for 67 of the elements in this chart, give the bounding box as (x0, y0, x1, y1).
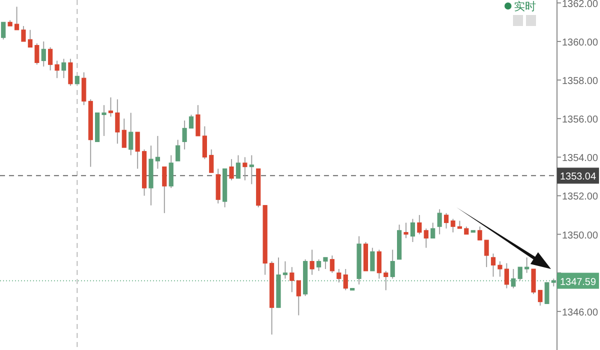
ref-line-label: 1347.59 (560, 276, 596, 288)
candlestick (108, 96, 114, 118)
y-tick-label: 1354.00 (562, 153, 598, 164)
candlestick (524, 256, 530, 274)
candlestick (343, 268, 348, 291)
candlestick (115, 98, 120, 144)
candlestick (404, 222, 408, 239)
candlestick (444, 212, 449, 230)
candlestick (202, 126, 207, 160)
candlestick (128, 112, 134, 156)
y-tick-label: 1346.00 (562, 307, 598, 318)
candlestick (430, 222, 436, 239)
candlestick (484, 240, 489, 268)
candlestick (54, 60, 60, 79)
candlestick (504, 262, 509, 289)
candlestick (229, 158, 234, 181)
candlestick (376, 249, 382, 280)
candlestick (162, 166, 167, 214)
y-tick-label: 1358.00 (562, 76, 598, 88)
candlestick (296, 280, 301, 316)
candlestick (21, 26, 26, 42)
candlestick (384, 270, 388, 291)
candlestick (538, 290, 543, 306)
candlestick (310, 249, 314, 276)
candlestick (209, 148, 214, 174)
candlestick (410, 218, 416, 243)
candlestick (135, 132, 140, 170)
candlestick (68, 58, 73, 86)
candlestick (34, 42, 40, 66)
candlestick (155, 135, 160, 170)
candlestick (290, 266, 294, 293)
ref-line-label: 1353.04 (560, 172, 596, 183)
candlestick (330, 255, 334, 274)
annotation: 实时 (514, 0, 536, 13)
candlestick (478, 226, 482, 241)
candlestick (168, 154, 174, 189)
candlestick (390, 249, 395, 280)
y-tick-label: 1360.00 (562, 37, 598, 48)
candlestick (102, 104, 106, 136)
candlestick (14, 6, 20, 30)
candlestick (450, 218, 456, 233)
candlestick (336, 268, 342, 284)
candlestick (424, 228, 428, 248)
candlestick (370, 247, 375, 272)
candlestick (282, 260, 288, 280)
candlestick (196, 104, 200, 136)
candlestick (417, 214, 422, 235)
candlestick (323, 256, 328, 270)
candlestick (316, 258, 322, 272)
candlestick (41, 40, 46, 68)
candlestick (490, 253, 496, 278)
candlestick (61, 58, 66, 79)
candlestick (498, 260, 502, 278)
candlestick (236, 154, 241, 179)
candlestick (182, 120, 187, 150)
candlestick (176, 139, 180, 162)
candlestick (249, 154, 254, 185)
candlestick (48, 46, 53, 71)
y-tick-label: 1352.00 (562, 192, 598, 203)
y-tick-label: 1356.00 (562, 114, 598, 126)
candlestick (82, 72, 86, 106)
y-tick-label: 1350.00 (562, 230, 598, 242)
candlestick (28, 29, 32, 48)
y-tick-label: 1362.00 (562, 0, 598, 10)
candlestick (122, 118, 126, 148)
candlestick (242, 156, 248, 181)
candlestick (437, 208, 442, 235)
